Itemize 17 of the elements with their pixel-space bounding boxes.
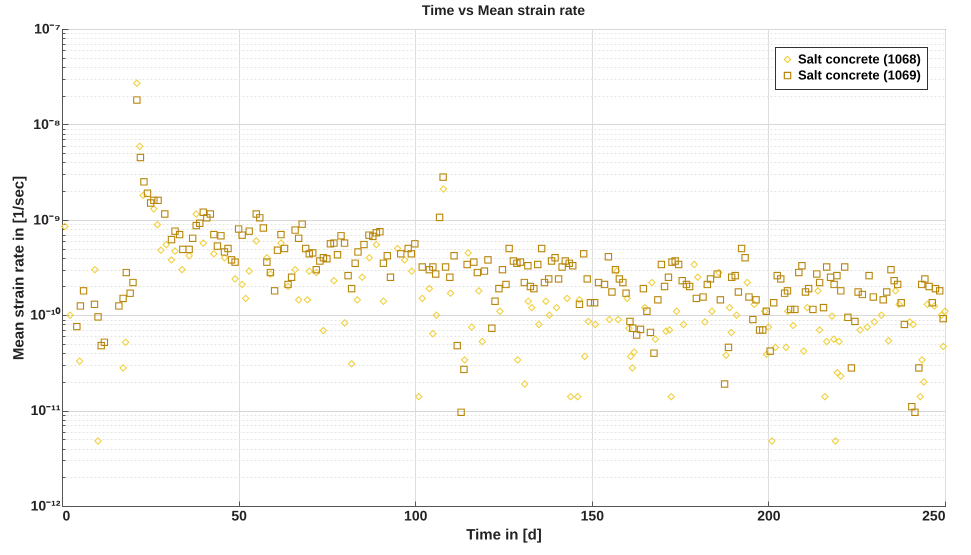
y-tick-label: 10⁻¹⁰ (30, 306, 60, 323)
x-tick-label: 250 (922, 508, 946, 524)
x-tick-label: 150 (580, 508, 604, 524)
x-tick-label: 0 (62, 508, 70, 524)
y-tick-label: 10⁻⁹ (33, 211, 60, 228)
x-tick-label: 100 (404, 508, 428, 524)
x-tick-label: 50 (231, 508, 248, 524)
chart-title: Time vs Mean strain rate (422, 2, 586, 18)
y-axis-title: Mean strain rate in [1/sec] (10, 176, 28, 360)
y-tick-label: 10⁻¹² (30, 498, 61, 514)
y-tick-label: 10⁻⁷ (34, 20, 61, 36)
x-axis-title: Time in [d] (466, 526, 542, 544)
y-tick-label: 10⁻⁸ (33, 116, 60, 132)
legend-label: Salt concrete (1068) (798, 52, 921, 66)
legend-label: Salt concrete (1069) (798, 68, 921, 82)
x-tick-label: 200 (757, 508, 781, 524)
y-tick-label: 10⁻¹¹ (30, 402, 61, 418)
